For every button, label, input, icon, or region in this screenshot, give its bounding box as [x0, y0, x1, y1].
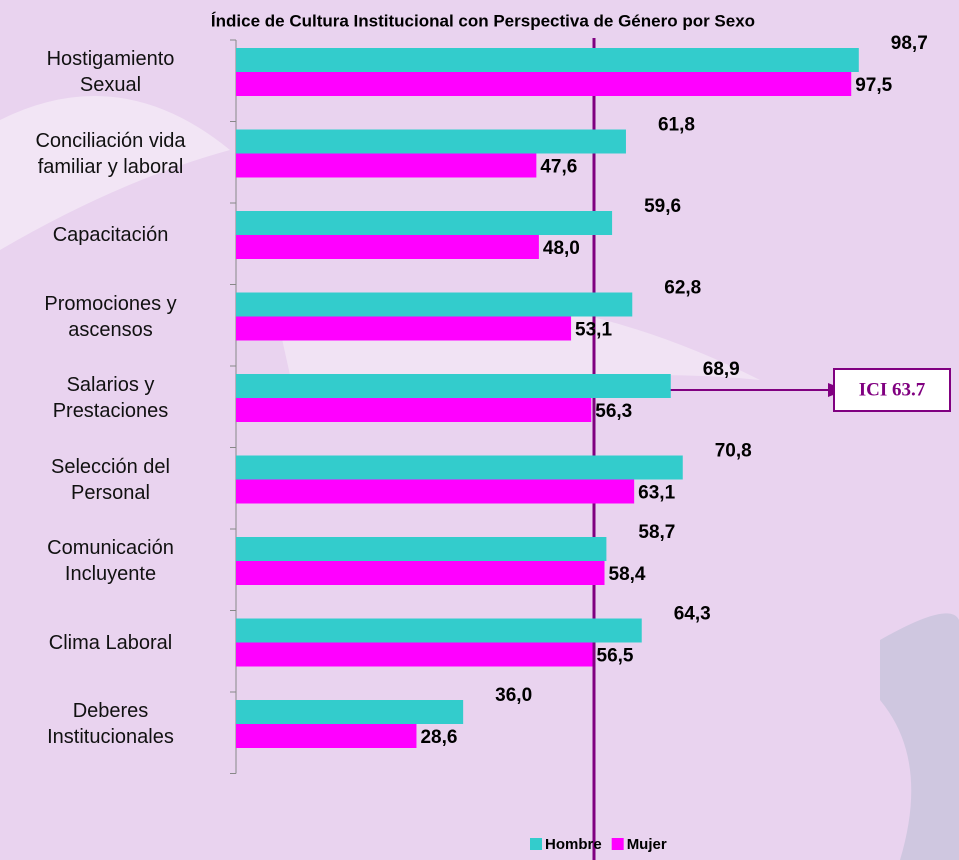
value-label: 36,0: [495, 685, 532, 706]
value-label: 58,7: [638, 522, 675, 543]
bar: [236, 618, 642, 643]
annotation-box: [833, 368, 951, 412]
y-tick-label: Conciliación vida familiar y laboral: [35, 129, 186, 178]
chart-title: Índice de Cultura Institucional con Pers…: [211, 11, 755, 30]
bar: [236, 561, 605, 585]
value-label: 63,1: [638, 483, 675, 504]
bar: [236, 642, 593, 667]
value-label: 56,5: [597, 646, 634, 667]
y-tick-label: Comunicación Incluyente: [47, 537, 174, 585]
legend-swatch: [530, 838, 542, 850]
bar: [236, 724, 417, 748]
y-tick-label: Clima Laboral: [48, 631, 173, 654]
background-face: [880, 613, 959, 860]
y-tick-label: Capacitación: [52, 224, 169, 246]
bar: [236, 292, 633, 317]
bar: [236, 316, 572, 341]
value-label: 53,1: [575, 320, 612, 341]
annotation: ICI 63.7: [859, 379, 926, 400]
y-tick-label: Salarios y Prestaciones: [52, 374, 169, 422]
y-tick-label: Hostigamiento Sexual: [46, 48, 175, 96]
y-tick-label: Promociones y ascensos: [44, 292, 177, 341]
bar: [236, 479, 635, 504]
bar: [236, 129, 626, 154]
legend-swatch: [611, 838, 624, 850]
bar: [236, 235, 539, 259]
value-label: 59,6: [644, 196, 681, 217]
bar: [236, 537, 607, 561]
value-label: 62,8: [664, 278, 701, 299]
bar: [236, 211, 613, 235]
bar: [236, 374, 671, 398]
value-label: 68,9: [703, 359, 740, 380]
value-label: 70,8: [715, 441, 752, 462]
bar: [236, 48, 859, 72]
bar: [236, 700, 464, 724]
value-label: 28,6: [420, 727, 457, 748]
value-label: 61,8: [658, 115, 695, 136]
value-label: 47,6: [540, 157, 577, 178]
value-label: 48,0: [543, 238, 580, 259]
bar: [236, 153, 537, 178]
value-label: 64,3: [674, 604, 711, 625]
bar: [236, 455, 683, 480]
value-label: 97,5: [855, 75, 892, 96]
y-tick-label: Deberes Institucionales: [47, 700, 174, 748]
background-swirl: [0, 96, 230, 250]
value-label: 56,3: [595, 401, 632, 422]
legend-label: Mujer: [627, 836, 667, 853]
value-label: 98,7: [891, 33, 928, 54]
bar: [236, 398, 592, 422]
y-tick-label: Selección del Personal: [51, 455, 170, 504]
value-label: 58,4: [609, 564, 646, 585]
legend-label: Hombre: [545, 836, 602, 853]
bar: [236, 72, 852, 96]
